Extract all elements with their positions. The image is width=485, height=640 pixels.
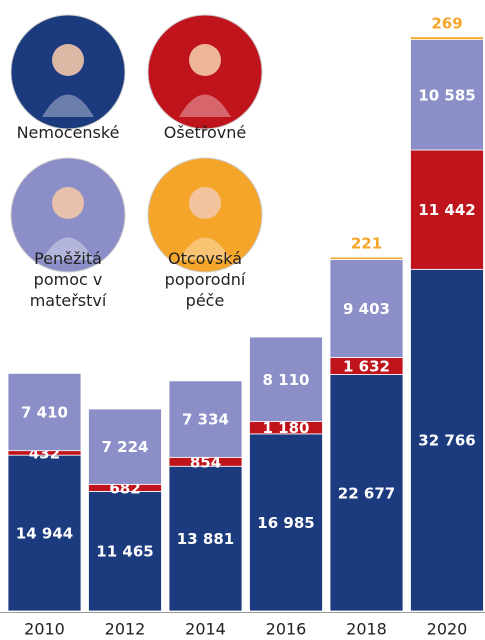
legend-icon-figure — [189, 187, 221, 219]
value-label: 14 944 — [16, 525, 73, 543]
legend-label: Ošetřovné — [153, 122, 257, 143]
value-label: 32 766 — [418, 432, 475, 450]
value-label: 7 224 — [102, 438, 149, 456]
legend-label: Peněžitá pomoc v mateřství — [20, 248, 116, 311]
x-tick-label: 2020 — [427, 620, 468, 639]
value-label: 16 985 — [257, 514, 314, 532]
legend-label: Nemocenské — [16, 122, 120, 143]
x-tick-label: 2018 — [346, 620, 387, 639]
value-label: 10 585 — [418, 86, 475, 104]
value-label: 22 677 — [338, 484, 395, 502]
bar-segment — [330, 257, 403, 259]
value-label: 7 410 — [21, 404, 68, 422]
x-tick-label: 2012 — [105, 620, 146, 639]
bar-segment — [411, 37, 484, 40]
value-label: 11 442 — [418, 201, 475, 219]
value-label: 1 632 — [343, 358, 390, 376]
value-label: 221 — [351, 235, 382, 253]
x-tick-label: 2014 — [185, 620, 226, 639]
value-label: 269 — [431, 14, 462, 32]
legend-icon-figure — [52, 44, 84, 76]
legend-label: Otcovská poporodní péče — [157, 248, 253, 311]
chart: 201014 9444327 410201211 4656827 2242014… — [0, 0, 485, 640]
x-tick-label: 2010 — [24, 620, 65, 639]
x-tick-label: 2016 — [266, 620, 307, 639]
legend-icon-figure — [189, 44, 221, 76]
value-label: 7 334 — [182, 411, 229, 429]
page: 201014 9444327 410201211 4656827 2242014… — [0, 0, 485, 640]
value-label: 8 110 — [263, 371, 310, 389]
value-label: 13 881 — [177, 530, 234, 548]
value-label: 11 465 — [96, 543, 153, 561]
value-label: 9 403 — [343, 300, 390, 318]
legend-icon-figure — [52, 187, 84, 219]
